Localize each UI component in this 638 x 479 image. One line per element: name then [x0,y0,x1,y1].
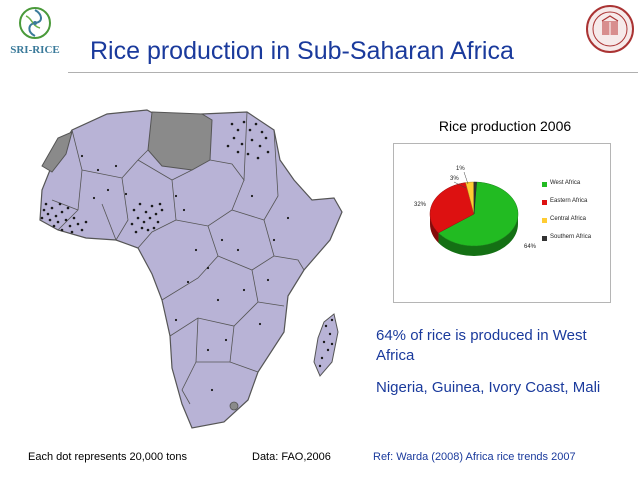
excluded-region-west-sahara [41,131,73,173]
excluded-region-libya [147,111,213,171]
legend-label-southern-africa: Southern Africa [550,234,592,240]
dots-nigeria-cluster [130,202,164,234]
legend-label-west-africa: West Africa [550,180,581,186]
pie-side-eastern-africa [430,214,439,243]
pie-side-west-africa [438,214,518,256]
university-seal-icon [586,5,634,53]
dots-madagascar-cluster [318,318,334,368]
pie-value-label-eastern-africa: 32% [414,202,427,208]
pie-chart-svg: 64% 32% 3% 1% [414,166,537,256]
madagascar-land [313,313,339,377]
lesotho-marker [229,401,239,411]
pie-value-label-west-africa: 64% [524,244,537,250]
reference-note: Ref: Warda (2008) Africa rice trends 200… [373,451,576,463]
legend-swatch-southern-africa [542,236,547,241]
production-dots [40,120,334,392]
sri-rice-logo: SRI-RICE [4,6,66,68]
pie-leader-line-southern-africa [463,171,469,185]
legend-label-eastern-africa: Eastern Africa [550,198,588,204]
country-borders [51,111,305,405]
rice-swirl-icon [19,7,51,39]
pie-leader-line-central-africa [453,181,467,189]
logo-text: SRI-RICE [10,44,60,56]
pie-value-label-central-africa: 3% [450,176,459,182]
dot-legend-note: Each dot represents 20,000 tons [28,451,187,463]
bullet-top-countries: Nigeria, Guinea, Ivory Coast, Mali [376,379,601,396]
africa-map [39,109,343,429]
header-divider [68,72,638,73]
legend-swatch-west-africa [542,182,547,187]
dots-west-africa-cluster [40,202,88,234]
legend-swatch-central-africa [542,218,547,223]
pie-slice-southern-africa [473,181,477,215]
pie-slice-west-africa [438,181,519,247]
legend-label-central-africa: Central Africa [550,216,587,222]
page-title: Rice production in Sub-Saharan Africa [90,37,514,65]
pie-chart: 64% 32% 3% 1% West Africa Eastern Africa Ce… [393,143,611,303]
bullet-west-africa-share: 64% of rice is produced in West Africa [376,327,587,364]
legend-swatch-eastern-africa [542,200,547,205]
pie-value-label-southern-africa: 1% [456,166,465,172]
data-source-note: Data: FAO,2006 [252,451,331,463]
chart-title: Rice production 2006 [438,118,572,134]
dots-egypt-cluster [226,120,270,160]
dots-scattered [80,154,290,392]
